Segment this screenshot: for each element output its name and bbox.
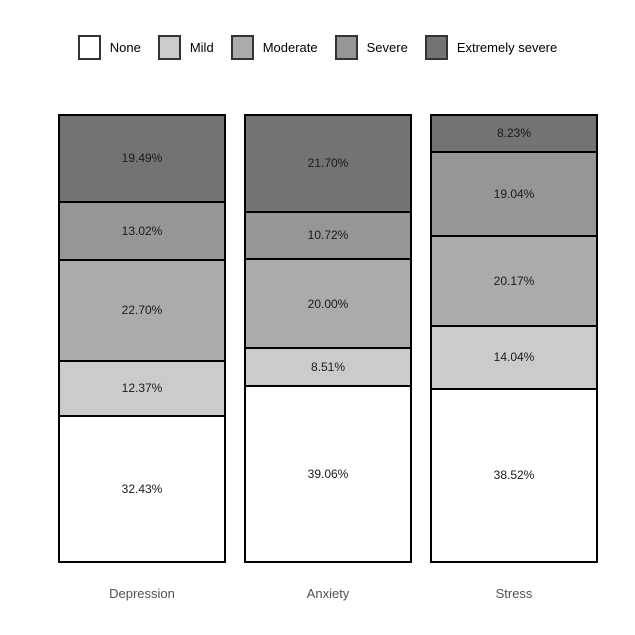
segment-stress-moderate: 20.17% (432, 237, 596, 328)
segment-anxiety-none: 39.06% (246, 387, 410, 561)
value-label-stress-mild: 14.04% (493, 350, 535, 365)
value-label-stress-extremely-severe: 8.23% (496, 126, 532, 141)
segment-depression-moderate: 22.70% (60, 260, 224, 362)
legend-item-moderate: Moderate (230, 34, 318, 60)
legend-label-moderate: Moderate (262, 39, 318, 55)
legend-swatch-none (77, 34, 101, 60)
segment-depression-extremely-severe: 19.49% (60, 116, 224, 203)
segment-anxiety-severe: 10.72% (246, 212, 410, 261)
segment-anxiety-moderate: 20.00% (246, 260, 410, 350)
value-label-stress-moderate: 20.17% (493, 274, 535, 289)
category-label-anxiety: Anxiety (306, 586, 350, 601)
segment-stress-severe: 19.04% (432, 152, 596, 238)
value-label-anxiety-moderate: 20.00% (307, 296, 349, 311)
bar-anxiety: 21.70% 10.72% 20.00% 8.51% 39.06% (244, 114, 412, 563)
legend-swatch-moderate (230, 34, 254, 60)
bar-depression: 19.49% 13.02% 22.70% 12.37% 32.43% (58, 114, 226, 563)
legend-item-mild: Mild (157, 34, 214, 60)
legend-swatch-severe (334, 34, 358, 60)
value-label-depression-severe: 13.02% (121, 223, 163, 238)
legend: None Mild Moderate Severe Extremely severe (0, 33, 635, 61)
value-label-anxiety-none: 39.06% (307, 467, 349, 482)
segment-depression-mild: 12.37% (60, 361, 224, 417)
legend-item-none: None (77, 34, 141, 60)
category-label-stress: Stress (495, 586, 533, 601)
legend-item-severe: Severe (334, 34, 408, 60)
legend-item-extremely-severe: Extremely severe (424, 34, 558, 60)
legend-swatch-extremely-severe (424, 34, 448, 60)
legend-label-severe: Severe (366, 39, 408, 55)
category-axis: Depression Anxiety Stress (58, 586, 598, 601)
value-label-depression-mild: 12.37% (121, 381, 163, 396)
segment-depression-severe: 13.02% (60, 202, 224, 261)
value-label-stress-severe: 19.04% (493, 186, 535, 201)
legend-label-mild: Mild (189, 39, 214, 55)
category-label-depression: Depression (109, 586, 175, 601)
segment-stress-mild: 14.04% (432, 327, 596, 390)
value-label-depression-moderate: 22.70% (121, 303, 163, 318)
legend-label-extremely-severe: Extremely severe (456, 39, 558, 55)
value-label-anxiety-extremely-severe: 21.70% (307, 156, 349, 171)
plot-area: 19.49% 13.02% 22.70% 12.37% 32.43% 21.70% 10.7… (58, 114, 598, 563)
legend-label-none: None (109, 39, 141, 55)
segment-anxiety-mild: 8.51% (246, 349, 410, 388)
value-label-anxiety-severe: 10.72% (307, 228, 349, 243)
value-label-depression-extremely-severe: 19.49% (121, 151, 163, 166)
value-label-anxiety-mild: 8.51% (310, 360, 346, 375)
value-label-depression-none: 32.43% (121, 481, 163, 496)
segment-depression-none: 32.43% (60, 416, 224, 561)
segment-stress-extremely-severe: 8.23% (432, 116, 596, 153)
bar-stress: 8.23% 19.04% 20.17% 14.04% 38.52% (430, 114, 598, 563)
legend-swatch-mild (157, 34, 181, 60)
segment-stress-none: 38.52% (432, 389, 596, 561)
value-label-stress-none: 38.52% (493, 468, 535, 483)
segment-anxiety-extremely-severe: 21.70% (246, 116, 410, 213)
